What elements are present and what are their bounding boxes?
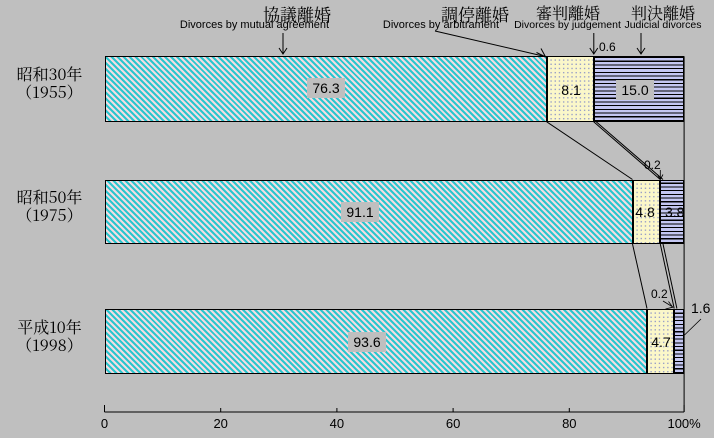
svg-text:100%: 100%	[667, 416, 701, 431]
svg-text:40: 40	[330, 416, 344, 431]
svg-text:1.6: 1.6	[691, 300, 711, 316]
svg-text:20: 20	[213, 416, 227, 431]
svg-text:0: 0	[101, 416, 108, 431]
svg-text:0.2: 0.2	[644, 158, 661, 172]
svg-text:60: 60	[446, 416, 460, 431]
svg-text:0.2: 0.2	[651, 287, 668, 301]
svg-text:80: 80	[562, 416, 576, 431]
svg-text:0.6: 0.6	[599, 40, 616, 54]
